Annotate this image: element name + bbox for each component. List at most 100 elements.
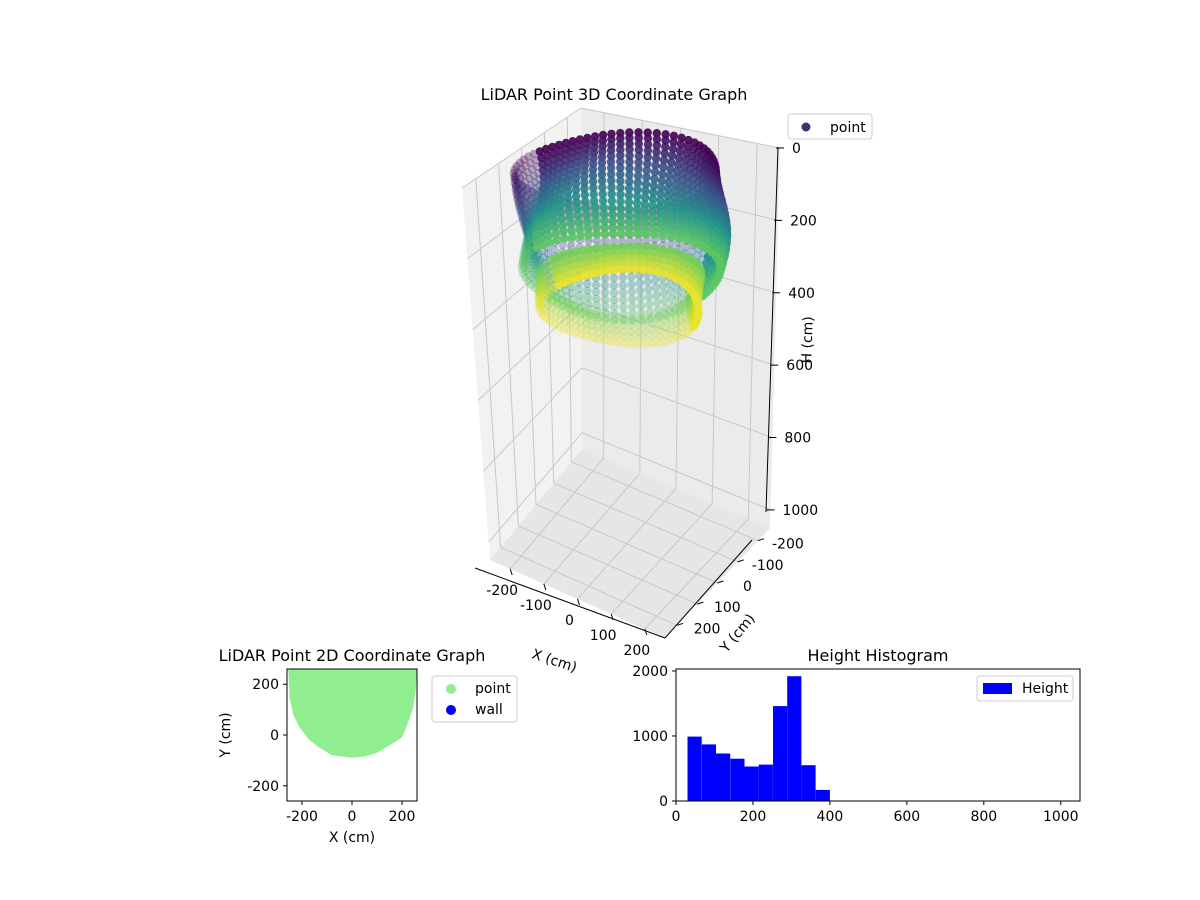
cloud-point — [683, 142, 692, 151]
cloud-point — [539, 282, 549, 291]
cloud-point — [521, 243, 530, 252]
grid-left-z — [477, 302, 582, 401]
cloud-point — [585, 251, 594, 261]
cloud-point — [518, 213, 527, 222]
cloud-point — [584, 245, 593, 254]
cloud-point — [524, 230, 533, 239]
cloud-point — [522, 226, 531, 235]
cloud-point — [648, 201, 657, 210]
cloud-point — [576, 323, 586, 333]
cloud-point — [568, 137, 577, 146]
cloud-point — [634, 314, 643, 323]
cloud-point — [607, 170, 616, 179]
x-tick-mark — [577, 598, 580, 606]
cloud-point — [634, 133, 643, 143]
cloud-point — [524, 233, 533, 242]
cloud-point — [511, 185, 520, 194]
cloud-point — [628, 302, 637, 311]
cloud-point — [666, 232, 676, 241]
histogram-y-tick-label: 2000 — [632, 664, 668, 680]
cloud-point — [576, 317, 585, 326]
cloud-point — [652, 290, 661, 300]
cloud-point — [600, 273, 610, 283]
cloud-point — [592, 236, 602, 246]
cloud-point — [521, 177, 530, 187]
cloud-point — [555, 315, 565, 325]
cloud-point — [589, 196, 599, 206]
cloud-point — [638, 265, 648, 274]
cloud-point — [525, 247, 534, 257]
cloud-point — [597, 244, 606, 253]
cloud-point — [536, 301, 546, 311]
cloud-point — [633, 185, 642, 194]
plot-2d-y-tick-label: -200 — [247, 779, 279, 795]
cloud-point — [653, 305, 663, 315]
cloud-point — [674, 234, 684, 243]
cloud-point — [514, 179, 523, 188]
cloud-point — [557, 302, 566, 311]
cloud-point — [665, 171, 674, 181]
y-tick-label: 200 — [694, 621, 721, 637]
cloud-point — [665, 252, 675, 261]
cloud-point — [538, 288, 547, 298]
cloud-point — [651, 161, 660, 170]
cloud-point — [649, 188, 658, 197]
cloud-point — [526, 251, 536, 260]
plot-3d: LiDAR Point 3D Coordinate Graph -200-100… — [461, 85, 873, 676]
cloud-point — [515, 158, 524, 167]
cloud-point — [577, 303, 586, 312]
cloud-point — [512, 161, 521, 171]
z-tick-label: 0 — [792, 141, 801, 157]
histogram-bar — [758, 764, 773, 801]
cloud-point — [628, 316, 637, 325]
cloud-point — [648, 333, 657, 342]
plot-3d-title: LiDAR Point 3D Coordinate Graph — [481, 85, 748, 104]
cloud-point — [561, 286, 570, 295]
cloud-point — [652, 129, 661, 138]
cloud-point — [656, 189, 665, 199]
cloud-point — [514, 192, 523, 201]
cloud-point — [603, 266, 612, 275]
cloud-point — [545, 285, 555, 295]
cloud-point — [632, 198, 642, 208]
cloud-point — [531, 264, 540, 273]
cloud-point — [616, 151, 625, 160]
cloud-point — [550, 245, 559, 254]
cloud-point — [510, 165, 519, 174]
grid-left-y — [521, 147, 537, 505]
cloud-point — [592, 223, 601, 233]
cloud-point — [671, 174, 681, 183]
cloud-point — [523, 185, 532, 194]
cloud-point — [562, 292, 571, 301]
cloud-point — [570, 302, 579, 311]
cloud-point — [541, 314, 551, 323]
cloud-point — [519, 259, 528, 268]
cloud-point — [584, 299, 593, 308]
cloud-point — [519, 217, 528, 226]
cloud-point — [528, 254, 538, 264]
cloud-point — [599, 210, 608, 219]
cloud-point — [619, 314, 628, 324]
cloud-point — [643, 140, 653, 149]
histogram-x-tick-label: 600 — [893, 809, 920, 825]
cloud-point — [521, 212, 530, 222]
point-cloud-3d — [509, 128, 732, 349]
cloud-point — [535, 147, 544, 156]
cloud-point — [659, 289, 668, 298]
cloud-point — [607, 183, 616, 192]
cloud-point — [526, 196, 535, 206]
cloud-point — [665, 246, 674, 255]
cloud-point — [643, 277, 652, 286]
cloud-point — [524, 206, 533, 215]
cloud-point — [553, 299, 563, 308]
cloud-point — [619, 327, 629, 336]
cloud-point — [521, 239, 531, 248]
cloud-point — [511, 182, 521, 191]
histogram-bar — [773, 706, 788, 801]
cloud-point — [571, 192, 581, 201]
cloud-point — [678, 331, 688, 340]
histogram-bar — [801, 765, 816, 801]
cloud-point — [544, 231, 553, 240]
cloud-point — [607, 176, 616, 185]
histogram-y-tick-label: 0 — [659, 794, 668, 810]
